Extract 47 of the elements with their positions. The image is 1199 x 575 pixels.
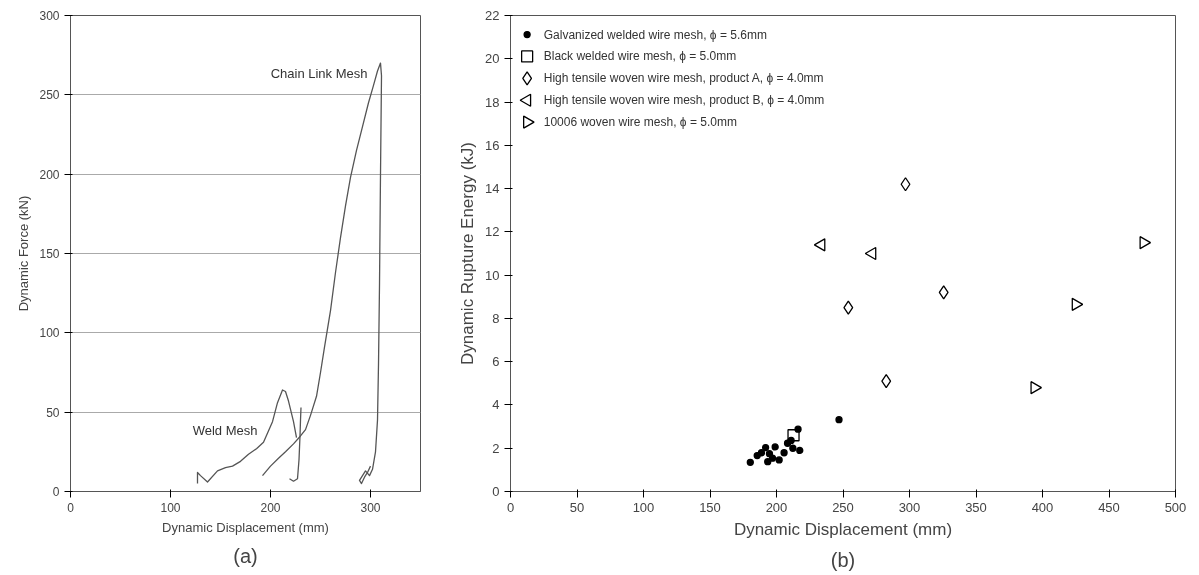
- y-tick-label: 14: [485, 181, 500, 197]
- y-tick-label: 150: [39, 247, 60, 261]
- x-tick-label: 50: [569, 499, 585, 515]
- text: (a): [233, 544, 258, 567]
- x-tick-label: 250: [832, 499, 854, 515]
- x-axis-title: Dynamic Displacement (mm): [733, 519, 953, 539]
- x-tick-label: 400: [1031, 499, 1054, 515]
- y-tick-label: 8: [492, 310, 500, 326]
- x-tick-label: 100: [632, 499, 655, 515]
- y-tick-label: 0: [492, 484, 500, 499]
- y-tick-label: 22: [485, 8, 500, 23]
- x-tick-label: 350: [965, 499, 987, 515]
- x-tick-label: 0: [67, 500, 75, 515]
- x-tick-label: 200: [260, 500, 281, 515]
- y-tick-label: 50: [46, 405, 60, 420]
- text: (b): [830, 548, 856, 571]
- legend-label: Galvanized welded wire mesh, ϕ = 5.6mm: [543, 27, 767, 42]
- x-tick-label: 150: [699, 499, 721, 515]
- annotation: Chain Link Mesh: [270, 66, 368, 82]
- x-axis-title: Dynamic Displacement (mm): [162, 519, 329, 535]
- y-tick-label: 250: [39, 88, 60, 103]
- annotation: Weld Mesh: [192, 423, 258, 439]
- y-tick-label: 10: [485, 267, 500, 283]
- y-tick-label: 300: [39, 9, 60, 23]
- y-tick-label: 2: [492, 440, 500, 456]
- x-tick-label: 300: [898, 499, 921, 515]
- y-tick-label: 200: [39, 167, 60, 182]
- y-tick-label: 20: [485, 51, 500, 67]
- y-tick-label: 4: [492, 397, 500, 413]
- y-tick-label: 100: [39, 326, 60, 341]
- x-tick-label: 0: [506, 499, 515, 515]
- y-tick-label: 16: [485, 137, 500, 153]
- y-tick-label: 18: [485, 94, 500, 110]
- x-tick-label: 100: [160, 500, 181, 515]
- legend-label: Black welded wire mesh, ϕ = 5.0mm: [543, 49, 737, 64]
- y-tick-label: 6: [492, 354, 500, 370]
- legend-label: 10006 woven wire mesh, ϕ = 5.0mm: [543, 115, 737, 130]
- y-tick-label: 0: [52, 485, 60, 499]
- y-axis-title: Dynamic Force (kN): [16, 195, 32, 312]
- legend-label: High tensile woven wire mesh, product A, ϕ = 4.0mm: [543, 71, 824, 86]
- legend-label: High tensile woven wire mesh, product B, ϕ = 4.0mm: [543, 93, 825, 108]
- y-tick-label: 12: [485, 224, 500, 240]
- y-axis-title: Dynamic Rupture Energy (kJ): [458, 142, 478, 365]
- x-tick-label: 300: [360, 500, 381, 515]
- x-tick-label: 200: [765, 499, 788, 515]
- x-tick-label: 500: [1164, 499, 1187, 515]
- x-tick-label: 450: [1098, 499, 1120, 515]
